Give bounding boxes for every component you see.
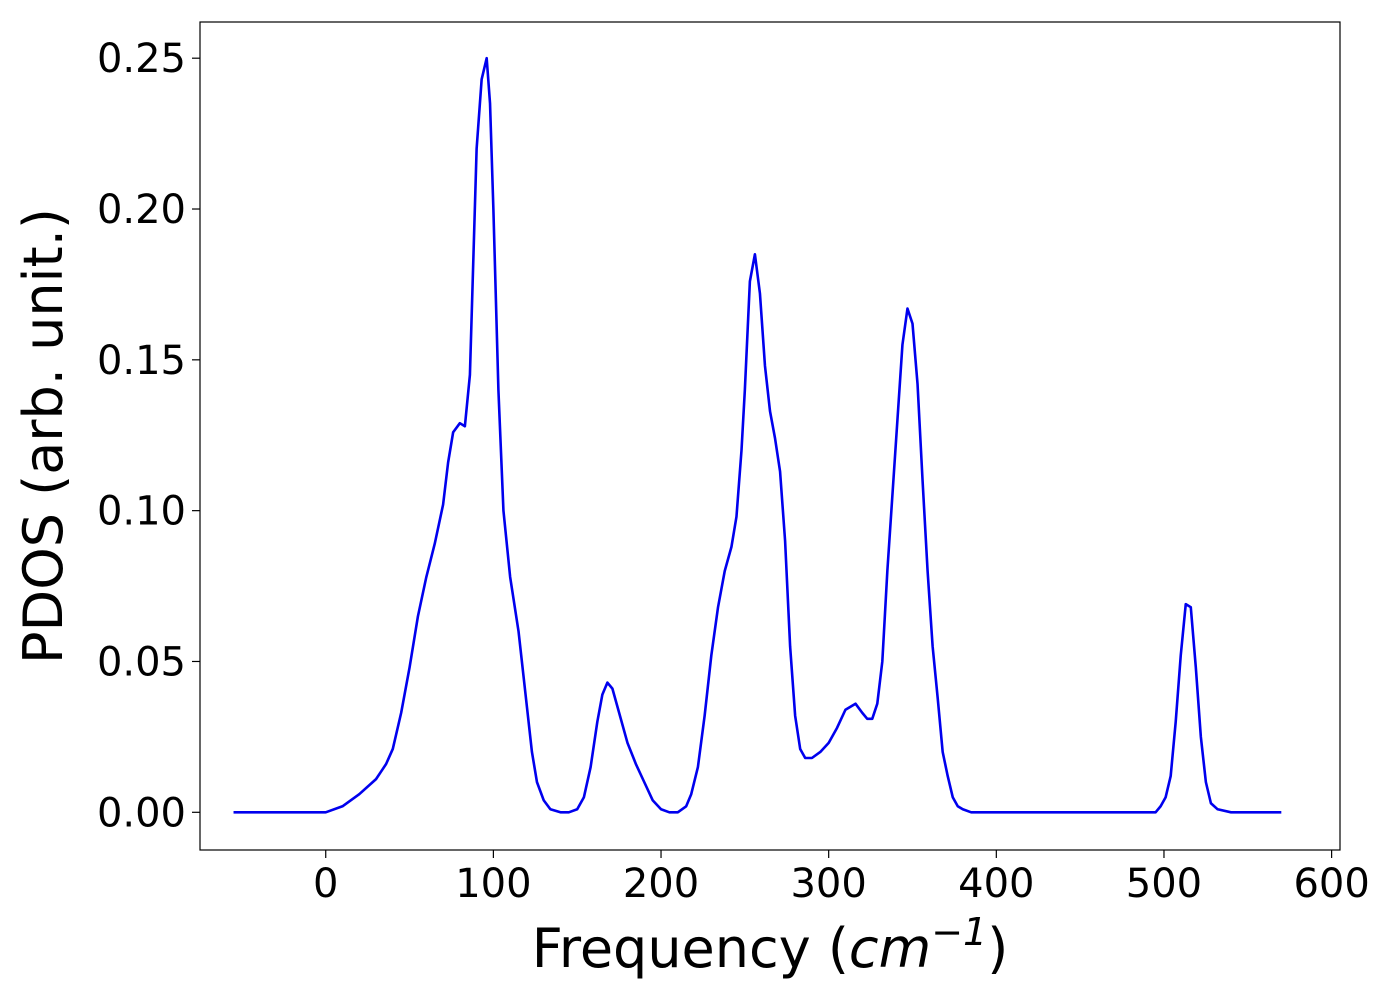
y-tick-label: 0.15	[97, 338, 186, 384]
x-axis-label: Frequency (cm−1)	[532, 910, 1009, 980]
plot-frame	[199, 21, 1341, 851]
y-tick-label: 0.10	[97, 489, 186, 535]
x-axis-label-text: Frequency (	[532, 917, 849, 980]
x-tick-label: 400	[958, 861, 1034, 907]
y-tick-label: 0.20	[97, 187, 186, 233]
x-tick-label: 200	[623, 861, 699, 907]
x-tick-label: 100	[455, 861, 531, 907]
x-tick-label: 300	[790, 861, 866, 907]
x-axis-label-exponent: −1	[931, 910, 987, 954]
x-axis-label-close: )	[987, 917, 1008, 980]
x-axis-ticks: 0 100 200 300 400 500 600	[313, 850, 1370, 907]
y-tick-label: 0.25	[97, 36, 186, 82]
x-axis-label-unit: cm	[849, 917, 931, 980]
series-group	[233, 56, 1282, 814]
x-tick-label: 0	[313, 861, 338, 907]
y-axis-ticks: 0.00 0.05 0.10 0.15 0.20 0.25	[97, 36, 200, 836]
y-axis-label: PDOS (arb. unit.)	[12, 208, 75, 664]
x-tick-label: 500	[1126, 861, 1202, 907]
y-tick-label: 0.00	[97, 790, 186, 836]
series-line-0	[233, 56, 1282, 814]
y-tick-label: 0.05	[97, 639, 186, 685]
x-tick-label: 600	[1293, 861, 1369, 907]
